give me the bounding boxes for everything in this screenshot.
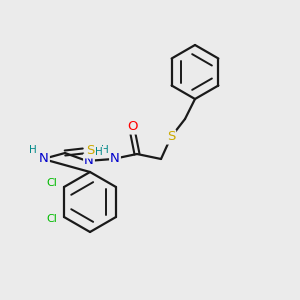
Text: H: H xyxy=(101,145,109,155)
Text: H: H xyxy=(29,145,37,155)
Text: Cl: Cl xyxy=(46,178,58,188)
Text: O: O xyxy=(128,121,138,134)
Text: N: N xyxy=(84,154,94,167)
Text: N: N xyxy=(110,152,120,166)
Text: S: S xyxy=(86,145,94,158)
Text: Cl: Cl xyxy=(46,214,58,224)
Text: N: N xyxy=(39,152,49,164)
Text: S: S xyxy=(167,130,175,143)
Text: H: H xyxy=(95,147,103,157)
